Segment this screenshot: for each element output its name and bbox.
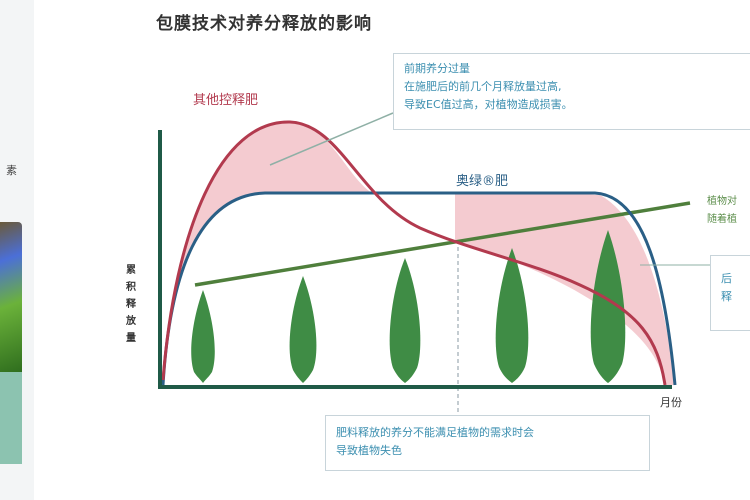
tree-icon — [590, 230, 626, 383]
callout-line: 在施肥后的前几个月释放量过高, — [404, 80, 562, 93]
callout-line: 释 — [721, 290, 732, 303]
tree-icon — [191, 290, 215, 383]
osmocote-label: 奥绿®肥 — [456, 174, 509, 189]
side-panel: 素 — [0, 0, 34, 500]
plant-demand-line1: 植物对 — [707, 196, 737, 207]
deficit-fill — [455, 193, 675, 385]
x-axis-label: 月份 — [660, 396, 682, 409]
side-partial-text: 素 — [6, 164, 17, 177]
late-deficit-callout: 肥料释放的养分不能满足植物的需求时会 导致植物失色 — [325, 415, 650, 471]
callout-line: 后 — [721, 272, 732, 285]
other-fertilizer-curve — [161, 120, 667, 386]
excess-fill — [163, 121, 372, 385]
tree-icon — [495, 248, 529, 383]
plant-demand-label: 植物对 随着植 — [707, 193, 737, 229]
tree-icon — [289, 276, 317, 383]
trees — [191, 230, 626, 383]
tree-icon — [389, 258, 421, 383]
y-axis-label: 累积释放量 — [126, 265, 136, 344]
teal-card — [0, 372, 22, 464]
plant-demand-line2: 随着植 — [707, 214, 737, 225]
callout-line: 导致植物失色 — [336, 444, 402, 457]
plant-photo — [0, 222, 22, 372]
leader-line — [269, 112, 394, 166]
callout-line: 肥料释放的养分不能满足植物的需求时会 — [336, 426, 534, 439]
callout-line: 前期养分过量 — [404, 62, 470, 75]
callout-line: 导致EC值过高，对植物造成损害。 — [404, 98, 573, 111]
early-excess-callout: 前期养分过量 在施肥后的前几个月释放量过高, 导致EC值过高，对植物造成损害。 — [393, 53, 750, 130]
other-fertilizer-label: 其他控释肥 — [193, 93, 259, 108]
axes — [158, 130, 672, 389]
plant-demand-line — [194, 201, 691, 287]
page-title: 包膜技术对养分释放的影响 — [156, 14, 372, 34]
right-callout: 后 释 — [710, 255, 750, 331]
osmocote-curve — [161, 191, 677, 386]
